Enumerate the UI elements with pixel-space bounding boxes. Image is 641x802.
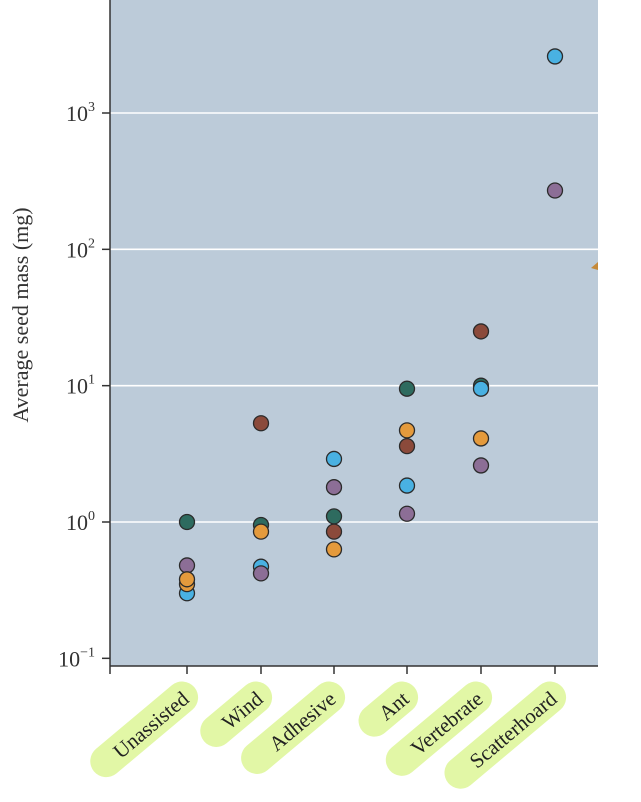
data-point <box>178 513 196 531</box>
y-tick-label: 100 <box>66 509 95 535</box>
y-tick-labels: 10−1 100 101 102 103 <box>58 100 95 671</box>
data-point <box>325 450 343 468</box>
data-point <box>178 571 196 588</box>
highlight-mark <box>358 681 419 737</box>
highlight-mark <box>385 681 493 776</box>
y-tick-label: 101 <box>66 373 95 399</box>
data-point <box>325 523 343 540</box>
category-label: Unassisted <box>90 681 199 778</box>
data-point <box>546 182 564 199</box>
data-point <box>252 415 270 432</box>
y-tick-label: 10−1 <box>58 645 95 671</box>
data-point <box>325 479 343 496</box>
data-point <box>472 323 490 340</box>
data-point <box>398 380 416 397</box>
highlight-mark <box>200 681 273 747</box>
data-point <box>325 508 343 525</box>
data-point <box>472 380 490 397</box>
data-point <box>546 48 564 65</box>
data-point <box>398 505 416 522</box>
data-point <box>252 565 270 582</box>
data-point <box>472 457 490 474</box>
y-tick-label: 103 <box>66 100 95 126</box>
data-points <box>178 48 564 602</box>
data-point <box>398 438 416 455</box>
data-point <box>252 523 270 540</box>
highlight-mark <box>444 681 567 789</box>
arrow-fragment-icon <box>591 262 598 270</box>
data-point <box>472 430 490 447</box>
data-point <box>325 541 343 558</box>
category-label-text: Unassisted <box>108 686 194 763</box>
data-point <box>398 422 416 439</box>
data-point <box>398 477 416 494</box>
y-axis-label: Average seed mass (mg) <box>8 207 33 422</box>
axes <box>102 0 598 674</box>
y-tick-label: 102 <box>66 236 95 262</box>
plot-background <box>110 0 598 666</box>
highlight-mark <box>241 681 346 774</box>
data-point <box>178 557 196 574</box>
highlight-mark <box>90 681 199 778</box>
category-label-text: Adhesive <box>264 687 340 756</box>
